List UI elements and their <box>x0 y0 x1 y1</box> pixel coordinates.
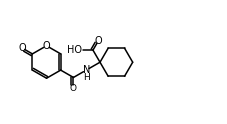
Text: O: O <box>18 43 26 53</box>
Text: H: H <box>83 73 90 82</box>
Text: O: O <box>70 84 77 93</box>
Text: HO: HO <box>67 45 82 55</box>
Text: N: N <box>83 65 90 75</box>
Text: O: O <box>43 41 50 51</box>
Text: O: O <box>95 36 102 46</box>
